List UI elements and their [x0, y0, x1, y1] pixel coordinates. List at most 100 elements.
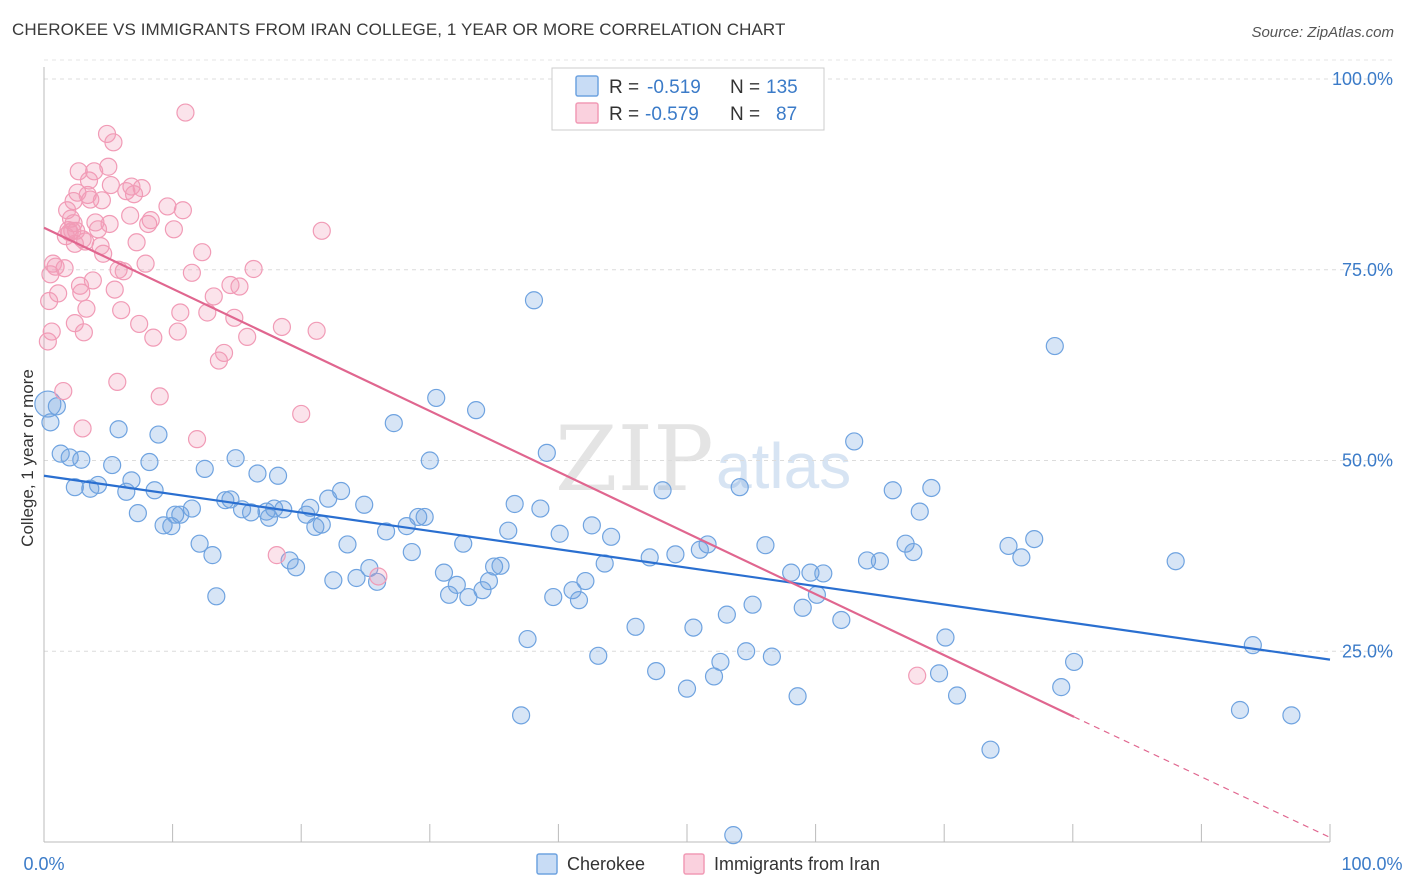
cherokee-point [832, 610, 851, 630]
cherokee-point [550, 524, 569, 543]
cherokee-point [1025, 529, 1044, 549]
cherokee-point [626, 617, 645, 636]
cherokee-point [203, 546, 222, 565]
cherokee-point [434, 563, 454, 582]
cherokee-point [259, 508, 279, 527]
iran-point [312, 221, 331, 240]
cherokee-point [801, 563, 820, 582]
cherokee-point [936, 628, 955, 647]
iran-point [168, 322, 187, 341]
cherokee-point [1052, 678, 1071, 697]
cherokee-point [857, 551, 877, 570]
cherokee-point [531, 499, 550, 518]
cherokee-point [72, 450, 91, 469]
source-label: Source: ZipAtlas.com [1251, 24, 1394, 41]
cherokee-point [544, 587, 563, 607]
cherokee-points [34, 291, 1301, 845]
cherokee-point [518, 629, 537, 649]
iran-point [272, 317, 292, 337]
iran-point [193, 243, 212, 262]
cherokee-point [384, 414, 403, 433]
cherokee-point [981, 740, 1000, 759]
iran-point [307, 321, 326, 340]
cherokee-point [51, 444, 70, 463]
cherokee-point [922, 478, 941, 498]
legend-bottom: Cherokee Immigrants from Iran [536, 853, 880, 875]
iran-point [244, 259, 263, 279]
iran-point [132, 179, 151, 198]
iran-point [72, 283, 91, 302]
cherokee-point [268, 466, 288, 485]
cherokee-point [653, 481, 672, 500]
cherokee-point [207, 587, 226, 606]
bottom-legend-iran: Immigrants from Iran [714, 854, 880, 874]
x-axis-ticks [172, 824, 1331, 842]
cherokee-point [415, 507, 434, 527]
cherokee-point [666, 545, 685, 564]
cherokee-point [717, 605, 736, 624]
legend-n-value-1: 135 [766, 77, 798, 98]
cherokee-point [576, 571, 595, 591]
cherokee-point [569, 591, 589, 610]
iran-trend-line [43, 226, 1075, 718]
cherokee-point [724, 826, 743, 845]
cherokee-point [677, 679, 697, 698]
x-tick-label-max: 100.0% [1341, 854, 1402, 874]
cherokee-point [1230, 700, 1250, 720]
gridlines [44, 59, 1394, 652]
cherokee-point [195, 459, 214, 478]
iran-point [144, 328, 163, 347]
cherokee-point [154, 516, 173, 535]
cherokee-point [782, 563, 801, 582]
iran-point [38, 332, 57, 351]
cherokee-point [947, 686, 967, 705]
cherokee-point [793, 598, 812, 617]
iran-point [55, 259, 74, 278]
cherokee-point [466, 401, 486, 420]
cherokee-point [312, 515, 331, 534]
cherokee-point [1045, 336, 1064, 356]
cherokee-point [248, 464, 267, 483]
iran-point [104, 133, 123, 152]
iran-point [105, 280, 124, 299]
iran-point [42, 322, 61, 341]
cherokee-point [602, 527, 621, 546]
cherokee-point [355, 495, 374, 514]
cherokee-point [505, 494, 524, 514]
trend-lines [43, 226, 1331, 838]
iran-point [49, 284, 68, 303]
cherokee-point [1012, 548, 1031, 567]
legend-r-value-2: -0.579 [645, 104, 699, 125]
cherokee-point [910, 502, 929, 521]
iran-point [92, 191, 111, 210]
iran-point [99, 157, 118, 176]
iran-point [54, 381, 73, 401]
cherokee-point [47, 397, 66, 416]
cherokee-point [904, 542, 923, 562]
cherokee-point [331, 481, 351, 501]
cherokee-point [140, 452, 159, 472]
cherokee-point [420, 451, 439, 470]
legend-swatch-cherokee [575, 75, 599, 97]
cherokee-point [870, 552, 890, 571]
iran-point [46, 257, 65, 276]
iran-point [112, 301, 131, 320]
cherokee-point [845, 432, 864, 451]
iran-point [136, 254, 155, 273]
cherokee-point [171, 505, 190, 524]
cherokee-point [376, 522, 396, 541]
watermark-zip: ZIP [555, 407, 714, 512]
iran-point [182, 263, 201, 282]
cherokee-point [485, 557, 504, 576]
y-tick-label-50: 50.0% [1342, 451, 1393, 471]
iran-point [230, 277, 249, 296]
cherokee-point [324, 571, 343, 590]
iran-point [221, 275, 240, 295]
iran-point [83, 271, 102, 290]
y-tick-label-25: 25.0% [1342, 641, 1393, 661]
cherokee-point [737, 642, 756, 661]
iran-point [77, 299, 96, 318]
cherokee-point [402, 542, 421, 562]
cherokee-point [409, 507, 428, 527]
